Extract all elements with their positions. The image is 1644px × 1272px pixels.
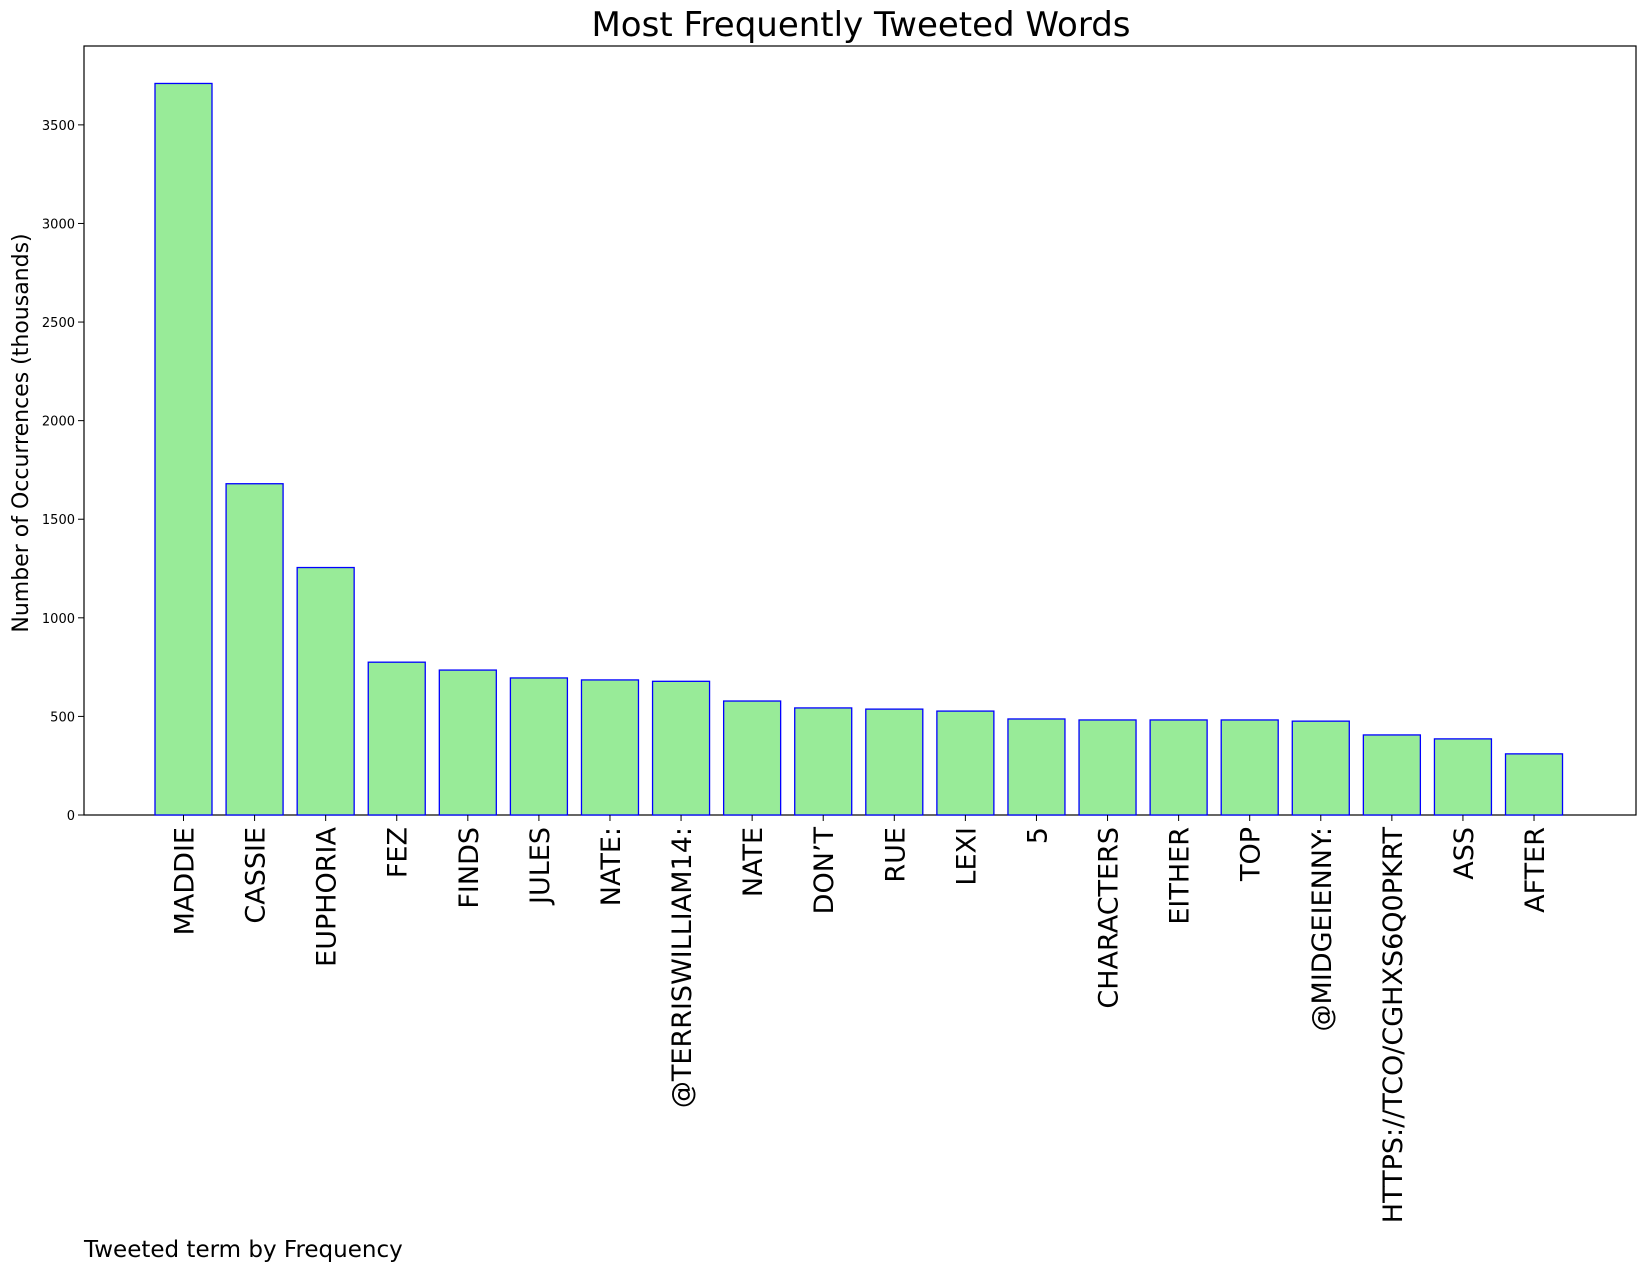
x-tick-label: RUE: [880, 827, 911, 883]
y-tick-label: 2000: [42, 415, 75, 430]
x-tick-label: NATE: [738, 827, 769, 897]
y-tick-label: 500: [50, 710, 75, 725]
x-tick-label: CASSIE: [241, 827, 272, 924]
x-tick-label: ASS: [1449, 827, 1480, 880]
bar-nate: [722, 700, 782, 816]
x-tick-label: @TERRISWILLIAM14:: [667, 827, 698, 1108]
y-axis-label: Number of Occurrences (thousands): [9, 233, 34, 632]
y-tick-label: 1000: [42, 612, 75, 627]
bar-after: [1504, 753, 1564, 816]
bar-ass: [1433, 738, 1493, 816]
bar-euphoria: [296, 566, 355, 816]
bar-https-tco-cghxs6q0pkrt: [1362, 734, 1422, 816]
bar-terriswilliam14: [651, 680, 711, 816]
x-axis-label: Tweeted term by Frequency: [83, 1237, 403, 1263]
y-tick-label: 3000: [42, 217, 75, 232]
bar-top: [1220, 719, 1279, 816]
bar-cassie: [225, 483, 284, 816]
x-tick-label: JULES: [525, 827, 556, 906]
y-tick-label: 2500: [42, 316, 75, 331]
bar-midgeienny: [1291, 720, 1350, 816]
bar-jules: [509, 677, 569, 816]
x-tick-label: @MIDGEIENNY:: [1307, 827, 1338, 1031]
bar-maddie: [154, 82, 213, 816]
bar-don-t: [794, 707, 853, 816]
plot-frame: [83, 45, 1637, 816]
bar-5: [1007, 718, 1066, 816]
plot-area: 0 500 1000 1500 2000 2500 3000 3500 MADDIE CASSIE…: [42, 45, 1637, 1223]
bar-characters: [1078, 719, 1137, 816]
x-tick-label: EITHER: [1165, 827, 1196, 925]
x-tick-label: CHARACTERS: [1094, 827, 1125, 1009]
x-tick-label: AFTER: [1520, 827, 1551, 913]
x-tick-label: FEZ: [383, 827, 414, 878]
bar-rue: [865, 708, 924, 816]
y-tick-label: 3500: [42, 119, 75, 134]
x-tick-label: TOP: [1236, 827, 1267, 882]
bar-fez: [367, 661, 426, 816]
bar-either: [1149, 719, 1208, 816]
bar-nate: [580, 679, 640, 816]
x-tick-label: LEXI: [951, 827, 982, 886]
x-tick-label: DON’T: [809, 827, 840, 915]
bar-finds: [438, 669, 497, 816]
x-tick-label: EUPHORIA: [312, 826, 343, 966]
x-tick-label: NATE:: [596, 827, 627, 906]
chart-title: Most Frequently Tweeted Words: [591, 5, 1130, 45]
x-tick-label: HTTPS://TCO/CGHXS6Q0PKRT: [1378, 826, 1409, 1223]
bar-lexi: [936, 710, 995, 816]
x-tick-label: FINDS: [454, 827, 485, 909]
x-tick-label: MADDIE: [170, 827, 201, 935]
y-tick-label: 1500: [42, 513, 75, 528]
y-tick-label: 0: [67, 809, 75, 824]
x-tick-label: 5: [1022, 827, 1053, 844]
